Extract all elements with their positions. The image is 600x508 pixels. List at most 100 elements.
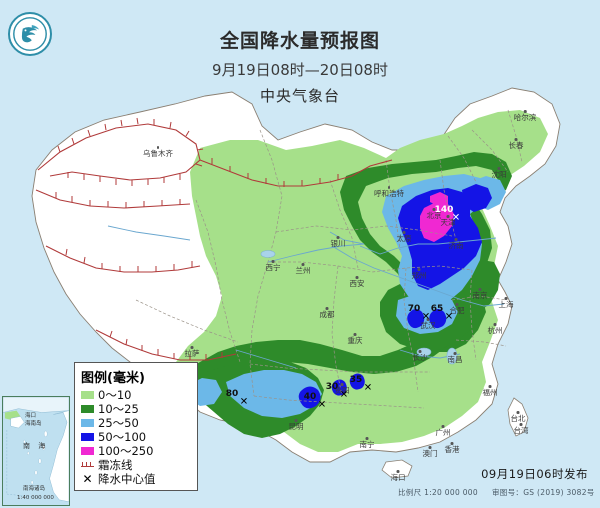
- city-label-27: 广州: [436, 425, 451, 436]
- map-scale: 比例尺 1:20 000 000: [398, 488, 478, 497]
- legend-title: 图例(毫米): [81, 371, 145, 386]
- city-label-7: 银川: [331, 236, 346, 247]
- city-marker-dot: [426, 318, 430, 321]
- city-name: 海口: [390, 472, 406, 482]
- city-name: 武汉: [420, 320, 436, 330]
- city-label-22: 长沙: [413, 350, 428, 361]
- city-marker-dot: [301, 263, 305, 266]
- south-china-sea-inset: 海口 海南岛 南 海 南海诸岛 1:40 000 000: [2, 396, 70, 506]
- legend-label-2: 25～50: [98, 416, 139, 430]
- city-marker-dot: [493, 323, 497, 326]
- city-name: 重庆: [347, 335, 363, 345]
- city-name: 哈尔滨: [513, 112, 537, 122]
- city-name: 西宁: [265, 262, 281, 272]
- inset-hainan-label: 海口 海南岛: [25, 413, 42, 427]
- city-name: 太原: [396, 233, 412, 243]
- title-block: 全国降水量预报图 9月19日08时—20日08时 中央气象台: [0, 26, 600, 106]
- islands: [381, 397, 529, 479]
- city-label-23: 贵阳: [335, 383, 350, 394]
- city-name: 南宁: [359, 439, 375, 449]
- page-title: 全国降水量预报图: [219, 30, 380, 52]
- precip-band-100-250: [420, 192, 454, 242]
- legend-row-frost-line: 霜冻线: [81, 458, 192, 472]
- forecast-period: 9月19日08时—20日08时: [212, 61, 388, 79]
- city-marker-dot: [325, 307, 329, 310]
- city-marker-dot: [514, 138, 518, 141]
- legend-row-4: 100～250: [81, 444, 192, 458]
- city-label-11: 兰州: [296, 263, 311, 274]
- city-label-5: 北京: [427, 208, 442, 219]
- precip-center-marker-1: ✕: [421, 311, 431, 323]
- map-approval-number: 审图号：GS (2019) 3082号: [492, 488, 595, 497]
- city-label-0: 乌鲁木齐: [143, 146, 173, 157]
- city-label-26: 拉萨: [185, 346, 200, 357]
- city-name: 香港: [444, 444, 460, 454]
- city-label-30: 香港: [445, 442, 460, 453]
- city-label-6: 天津: [441, 215, 456, 226]
- city-label-9: 济南: [449, 238, 464, 249]
- city-label-13: 郑州: [412, 268, 427, 279]
- city-marker-dot: [418, 350, 422, 353]
- legend-label-center-value: 降水中心值: [98, 472, 156, 486]
- city-label-12: 西安: [350, 276, 365, 287]
- city-marker-dot: [417, 268, 421, 271]
- city-name: 成都: [319, 309, 335, 319]
- legend-panel: 图例(毫米) 0～10 10～25 25～50 50～100 100～250 霜冻线 ✕…: [74, 362, 198, 491]
- city-marker-dot: [478, 288, 482, 291]
- city-marker-dot: [355, 276, 359, 279]
- city-label-10: 西宁: [266, 260, 281, 271]
- city-name: 澳门: [422, 448, 438, 458]
- city-label-21: 南昌: [448, 352, 463, 363]
- legend-row-center-value: ✕ 降水中心值: [81, 472, 192, 486]
- city-label-17: 杭州: [488, 323, 503, 334]
- precip-center-marker-2: ✕: [444, 311, 454, 323]
- city-label-14: 合肥: [450, 303, 465, 314]
- city-marker-dot: [156, 146, 160, 149]
- city-marker-dot: [271, 260, 275, 263]
- city-label-3: 沈阳: [492, 167, 507, 178]
- legend-label-3: 50～100: [98, 430, 147, 444]
- legend-row-1: 10～25: [81, 402, 192, 416]
- city-label-18: 武汉: [421, 318, 436, 329]
- city-label-16: 上海: [499, 297, 514, 308]
- city-name: 台北: [510, 413, 526, 423]
- precip-center-marker-5: ✕: [363, 382, 373, 394]
- precip-center-value-1: 70: [407, 304, 421, 314]
- precip-center-value-3: 80: [225, 389, 239, 399]
- precip-center-marker-6: ✕: [317, 399, 327, 411]
- precip-center-value-0: 140: [434, 205, 454, 215]
- city-marker-dot: [396, 470, 400, 473]
- cma-dragon-logo: [8, 12, 52, 56]
- inset-map-graphic: [3, 397, 69, 504]
- city-marker-dot: [340, 383, 344, 386]
- city-marker-dot: [441, 425, 445, 428]
- legend-label-0: 0～10: [98, 388, 132, 402]
- city-marker-dot: [190, 346, 194, 349]
- precip-center-marker-4: ✕: [339, 389, 349, 401]
- frost-line: [35, 123, 393, 361]
- city-marker-dot: [519, 423, 523, 426]
- city-label-24: 福州: [483, 385, 498, 396]
- city-name: 沈阳: [491, 169, 507, 179]
- city-marker-dot: [516, 411, 520, 414]
- legend-label-frost-line: 霜冻线: [98, 458, 133, 472]
- city-name: 杭州: [487, 325, 503, 335]
- precip-band-50-100: [298, 184, 492, 409]
- legend-swatch-4: [81, 447, 94, 455]
- legend-row-2: 25～50: [81, 416, 192, 430]
- city-name: 长春: [508, 140, 524, 150]
- city-name: 乌鲁木齐: [143, 148, 173, 158]
- x-marker-icon: ✕: [82, 472, 93, 486]
- city-marker-dot: [453, 352, 457, 355]
- city-name: 北京: [426, 210, 442, 220]
- cma-dragon-logo-icon: [13, 17, 47, 51]
- city-label-1: 哈尔滨: [513, 110, 537, 122]
- inset-scale-value: 1:40 000 000: [17, 495, 54, 501]
- frost-line-ticks: [55, 117, 339, 360]
- city-marker-dot: [353, 333, 357, 336]
- city-name: 郑州: [411, 270, 427, 280]
- city-marker-dot: [432, 208, 436, 211]
- city-marker-dot: [504, 297, 508, 300]
- city-name: 呼和浩特: [374, 188, 404, 198]
